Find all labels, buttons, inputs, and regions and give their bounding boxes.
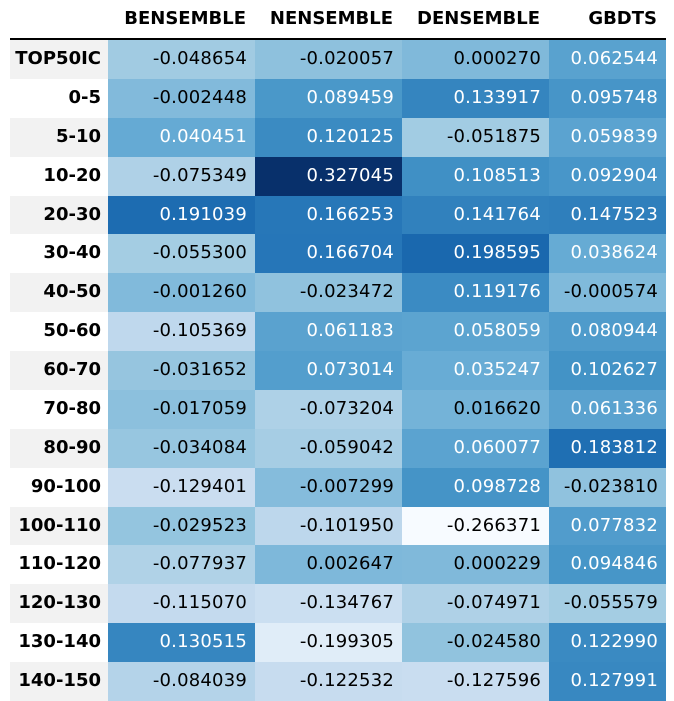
- row-label: 110-120: [18, 553, 101, 575]
- row-label: 120-130: [10, 584, 108, 624]
- heatmap-cell: 0.166253: [255, 195, 402, 235]
- heatmap-cell: 0.000229: [402, 545, 549, 585]
- heatmap-cell: 0.133917: [402, 78, 549, 119]
- column-header: BENSEMBLE: [124, 8, 246, 29]
- row-label: 70-80: [43, 397, 101, 419]
- heatmap-cell: -0.101950: [255, 506, 402, 546]
- heatmap-cell: -0.017059: [108, 389, 255, 430]
- heatmap-cell: 0.120125: [255, 117, 402, 158]
- heatmap-cell: -0.129401: [108, 467, 255, 508]
- header-rule: [10, 38, 666, 40]
- row-label: 40-50: [10, 273, 108, 313]
- heatmap-cell: -0.020057: [255, 40, 402, 80]
- heatmap-cell: 0.119176: [402, 273, 549, 313]
- heatmap-cell: 0.059839: [549, 117, 666, 158]
- heatmap-cell: -0.000574: [549, 273, 666, 313]
- heatmap-cell: -0.051875: [402, 117, 549, 158]
- heatmap-cell: -0.031652: [108, 351, 255, 391]
- row-label: 10-20: [43, 164, 101, 186]
- heatmap-cell: -0.002448: [108, 78, 255, 119]
- heatmap-cell: 0.035247: [402, 351, 549, 391]
- heatmap-cell: 0.127991: [549, 662, 666, 701]
- heatmap-cell: -0.048654: [108, 40, 255, 80]
- heatmap-cell: 0.191039: [108, 195, 255, 235]
- heatmap-cell: 0.198595: [402, 234, 549, 274]
- row-label: 30-40: [43, 242, 101, 264]
- row-label: 20-30: [10, 195, 108, 235]
- row-label: 90-100: [30, 475, 101, 497]
- heatmap-cell: 0.060077: [402, 428, 549, 469]
- heatmap-cell: 0.089459: [255, 78, 402, 119]
- heatmap-cell: 0.000270: [402, 40, 549, 80]
- heatmap-cell: 0.183812: [549, 428, 666, 469]
- heatmap-cell: -0.075349: [108, 156, 255, 196]
- row-label: 5-10: [10, 117, 108, 157]
- heatmap-cell: -0.084039: [108, 662, 255, 701]
- row-label: 140-150: [10, 662, 108, 701]
- heatmap-cell: -0.134767: [255, 584, 402, 624]
- heatmap-cell: -0.073204: [255, 389, 402, 430]
- row-label: 50-60: [43, 320, 101, 342]
- heatmap-cell: -0.059042: [255, 428, 402, 469]
- heatmap-cell: -0.074971: [402, 584, 549, 624]
- heatmap-cell: 0.147523: [549, 195, 666, 235]
- heatmap-cell: 0.098728: [402, 467, 549, 508]
- heatmap-cell: -0.122532: [255, 662, 402, 701]
- heatmap-cell: 0.077832: [549, 506, 666, 546]
- heatmap-cell: 0.327045: [255, 156, 402, 196]
- heatmap-cell: 0.141764: [402, 195, 549, 235]
- heatmap-cell: 0.092904: [549, 156, 666, 196]
- heatmap-cell: -0.105369: [108, 312, 255, 352]
- heatmap-cell: -0.199305: [255, 623, 402, 663]
- heatmap-cell: -0.077937: [108, 545, 255, 585]
- heatmap-cell: -0.024580: [402, 623, 549, 663]
- row-label: 0-5: [68, 86, 101, 108]
- row-label: TOP50IC: [10, 40, 108, 79]
- row-label: 130-140: [18, 631, 101, 653]
- column-header: NENSEMBLE: [269, 8, 393, 29]
- heatmap-cell: 0.095748: [549, 78, 666, 119]
- heatmap-cell: -0.001260: [108, 273, 255, 313]
- heatmap-cell: 0.122990: [549, 623, 666, 663]
- heatmap-cell: 0.002647: [255, 545, 402, 585]
- heatmap-cell: 0.166704: [255, 234, 402, 274]
- row-label: 60-70: [10, 351, 108, 390]
- heatmap-cell: 0.040451: [108, 117, 255, 158]
- column-header: DENSEMBLE: [417, 8, 540, 29]
- heatmap-cell: -0.055579: [549, 584, 666, 624]
- heatmap-cell: 0.016620: [402, 389, 549, 430]
- heatmap-cell: -0.007299: [255, 467, 402, 508]
- heatmap-cell: 0.130515: [108, 623, 255, 663]
- heatmap-cell: -0.127596: [402, 662, 549, 701]
- heatmap-cell: 0.102627: [549, 351, 666, 391]
- heatmap-cell: 0.094846: [549, 545, 666, 585]
- heatmap-cell: 0.080944: [549, 312, 666, 352]
- row-label: 100-110: [10, 506, 108, 546]
- heatmap-cell: -0.023472: [255, 273, 402, 313]
- heatmap-cell: 0.058059: [402, 312, 549, 352]
- heatmap-cell: -0.029523: [108, 506, 255, 546]
- heatmap-cell: -0.266371: [402, 506, 549, 546]
- heatmap-cell: 0.108513: [402, 156, 549, 196]
- heatmap-cell: 0.038624: [549, 234, 666, 274]
- heatmap-cell: 0.061183: [255, 312, 402, 352]
- column-header: GBDTS: [588, 8, 657, 29]
- heatmap-cell: -0.055300: [108, 234, 255, 274]
- heatmap-cell: 0.061336: [549, 389, 666, 430]
- heatmap-cell: 0.073014: [255, 351, 402, 391]
- heatmap-cell: -0.115070: [108, 584, 255, 624]
- heatmap-cell: -0.034084: [108, 428, 255, 469]
- heatmap-cell: -0.023810: [549, 467, 666, 508]
- heatmap-cell: 0.062544: [549, 40, 666, 80]
- row-label: 80-90: [10, 428, 108, 468]
